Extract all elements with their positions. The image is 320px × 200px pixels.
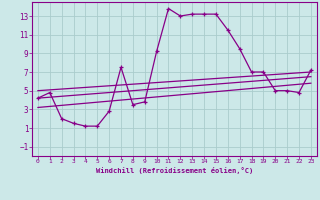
X-axis label: Windchill (Refroidissement éolien,°C): Windchill (Refroidissement éolien,°C) [96,167,253,174]
